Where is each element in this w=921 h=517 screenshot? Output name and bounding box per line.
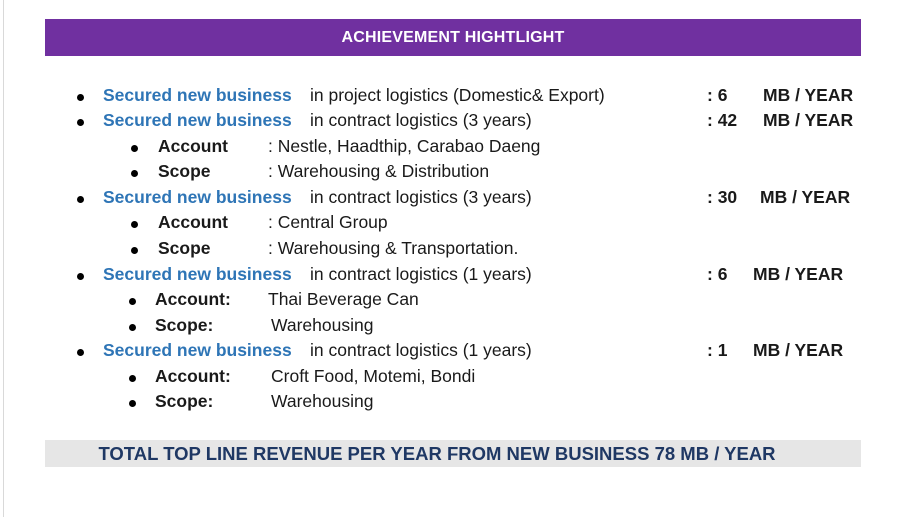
item-amount: : 6 (707, 85, 728, 105)
scope-label: Scope: (155, 315, 214, 335)
bullet-icon (77, 349, 84, 356)
bullet-icon (129, 298, 136, 305)
scope-value: : Warehousing & Distribution (268, 161, 490, 181)
scope-value: Warehousing (271, 315, 374, 335)
scope-label: Scope (158, 161, 211, 181)
bullet-icon (129, 375, 136, 382)
item-text: in contract logistics (3 years) (310, 187, 532, 207)
account-value: : Nestle, Haadthip, Carabao Daeng (268, 136, 541, 156)
account-value: Thai Beverage Can (268, 289, 419, 309)
scope-label: Scope (158, 238, 211, 258)
account-label: Account (158, 136, 228, 156)
bullet-icon (131, 145, 138, 152)
item-highlight: Secured new business (103, 85, 292, 105)
account-label: Account: (155, 289, 231, 309)
header-banner: ACHIEVEMENT HIGHTLIGHT (45, 19, 861, 56)
account-label: Account: (155, 366, 231, 386)
bullet-icon (77, 119, 84, 126)
scope-value: Warehousing (271, 391, 374, 411)
account-label: Account (158, 212, 228, 232)
account-value: Croft Food, Motemi, Bondi (271, 366, 476, 386)
bullet-icon (131, 170, 138, 177)
item-highlight: Secured new business (103, 187, 292, 207)
scope-label: Scope: (155, 391, 214, 411)
item-amount: : 30 (707, 187, 738, 207)
item-text: in contract logistics (1 years) (310, 264, 532, 284)
item-amount: : 1 (707, 340, 728, 360)
item-highlight: Secured new business (103, 110, 292, 130)
item-highlight: Secured new business (103, 264, 292, 284)
bullet-icon (129, 324, 136, 331)
item-amount: : 6 (707, 264, 728, 284)
item-unit: MB / YEAR (763, 85, 854, 105)
bullet-icon (131, 221, 138, 228)
item-amount: : 42 (707, 110, 738, 130)
total-revenue-banner: TOTAL TOP LINE REVENUE PER YEAR FROM NEW… (45, 440, 861, 467)
scope-value: : Warehousing & Transportation. (268, 238, 519, 258)
item-unit: MB / YEAR (763, 110, 854, 130)
item-text: in contract logistics (3 years) (310, 110, 532, 130)
item-highlight: Secured new business (103, 340, 292, 360)
item-text: in project logistics (Domestic& Export) (310, 85, 605, 105)
bullet-icon (77, 196, 84, 203)
item-unit: MB / YEAR (753, 264, 844, 284)
account-value: : Central Group (268, 212, 388, 232)
total-revenue-text: TOTAL TOP LINE REVENUE PER YEAR FROM NEW… (98, 443, 776, 464)
bullet-icon (77, 273, 84, 280)
bullet-icon (129, 400, 136, 407)
item-unit: MB / YEAR (753, 340, 844, 360)
item-unit: MB / YEAR (760, 187, 851, 207)
bullet-icon (131, 247, 138, 254)
item-text: in contract logistics (1 years) (310, 340, 532, 360)
bullet-icon (77, 94, 84, 101)
header-title: ACHIEVEMENT HIGHTLIGHT (341, 29, 565, 46)
page-border (3, 0, 4, 517)
